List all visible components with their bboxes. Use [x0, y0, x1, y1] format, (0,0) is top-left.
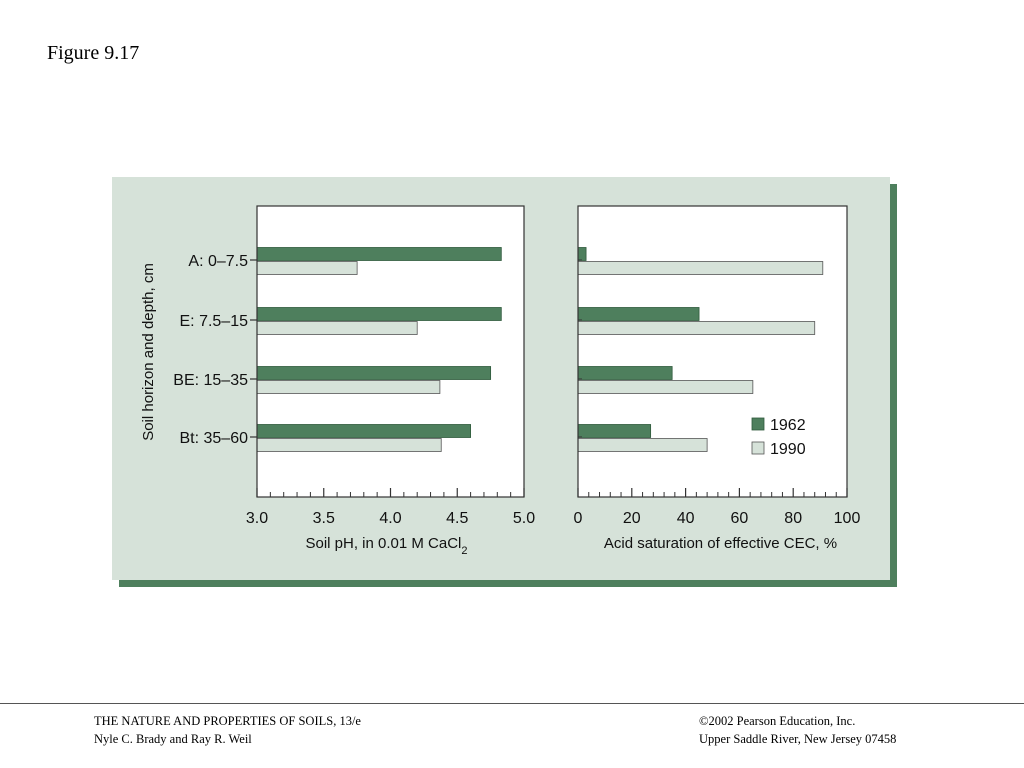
acid-sat-bar-1990-3	[577, 438, 708, 452]
ph-bar-1962-3	[256, 424, 472, 438]
acid-sat-bar-1962-0	[577, 247, 587, 261]
ph-xtick-label: 3.5	[313, 510, 335, 527]
legend: 1962 1990	[751, 417, 806, 458]
legend-label-1990: 1990	[770, 441, 806, 458]
ph-xtick-label: 4.0	[379, 510, 401, 527]
ph-bar-1990-0	[256, 261, 358, 275]
acid-sat-plot-area	[578, 206, 847, 497]
acid-sat-xtick-label: 60	[731, 510, 749, 527]
footer-divider	[0, 703, 1024, 704]
ph-bar-1962-0	[256, 247, 502, 261]
footer-authors: Nyle C. Brady and Ray R. Weil	[94, 732, 252, 746]
acid-sat-xtick-label: 100	[834, 510, 861, 527]
ph-bar-1990-3	[256, 438, 442, 452]
ph-bar-1962-1	[256, 307, 502, 321]
ph-bar-1962-2	[256, 366, 492, 380]
acid-sat-bar-1990-0	[577, 261, 824, 275]
footer-address: Upper Saddle River, New Jersey 07458	[699, 732, 897, 746]
acid-sat-xtick-label: 20	[623, 510, 641, 527]
footer-book-title: THE NATURE AND PROPERTIES OF SOILS, 13/e	[94, 714, 361, 728]
acid-sat-bar-1962-2	[577, 366, 673, 380]
legend-label-1962: 1962	[770, 417, 806, 434]
acid-sat-xtick-label: 0	[574, 510, 583, 527]
acid-sat-plot: 0 20 40 60 80 100 Acid saturation of effective…	[574, 205, 861, 552]
figure-label: Figure 9.17	[47, 42, 140, 64]
ph-xlabel: Soil pH, in 0.01 M CaCl2	[305, 535, 467, 557]
acid-sat-bar-1990-2	[577, 380, 754, 394]
acid-sat-plot-frame	[577, 205, 848, 498]
ph-xtick-label: 3.0	[246, 510, 268, 527]
legend-swatch-1962	[751, 417, 765, 431]
acid-sat-bar-1962-3	[577, 424, 652, 438]
acid-sat-xtick-label: 40	[677, 510, 695, 527]
legend-swatch-1990	[751, 441, 765, 455]
ph-bar-1990-2	[256, 380, 441, 394]
ph-xtick-label: 5.0	[513, 510, 535, 527]
category-label-2: BE: 15–35	[173, 372, 248, 389]
footer-copyright: ©2002 Pearson Education, Inc.	[699, 714, 856, 728]
ph-xtick-label: 4.5	[446, 510, 468, 527]
acid-sat-xtick-label: 80	[784, 510, 802, 527]
footer-left: THE NATURE AND PROPERTIES OF SOILS, 13/e…	[94, 712, 361, 748]
ph-bar-1990-1	[256, 321, 418, 335]
category-label-0: A: 0–7.5	[188, 253, 248, 270]
category-label-3: Bt: 35–60	[180, 430, 249, 447]
acid-sat-xlabel: Acid saturation of effective CEC, %	[604, 535, 837, 552]
footer-right: ©2002 Pearson Education, Inc. Upper Sadd…	[699, 712, 896, 748]
acid-sat-bar-1962-1	[577, 307, 700, 321]
category-label-1: E: 7.5–15	[180, 313, 249, 330]
ph-xlabel-subscript: 2	[461, 545, 467, 557]
y-axis-label: Soil horizon and depth, cm	[140, 263, 157, 441]
ph-plot: 3.0 3.5 4.0 4.5 5.0 Soil pH, in 0.01 M CaCl2 A…	[140, 205, 535, 557]
acid-sat-bar-1990-1	[577, 321, 816, 335]
